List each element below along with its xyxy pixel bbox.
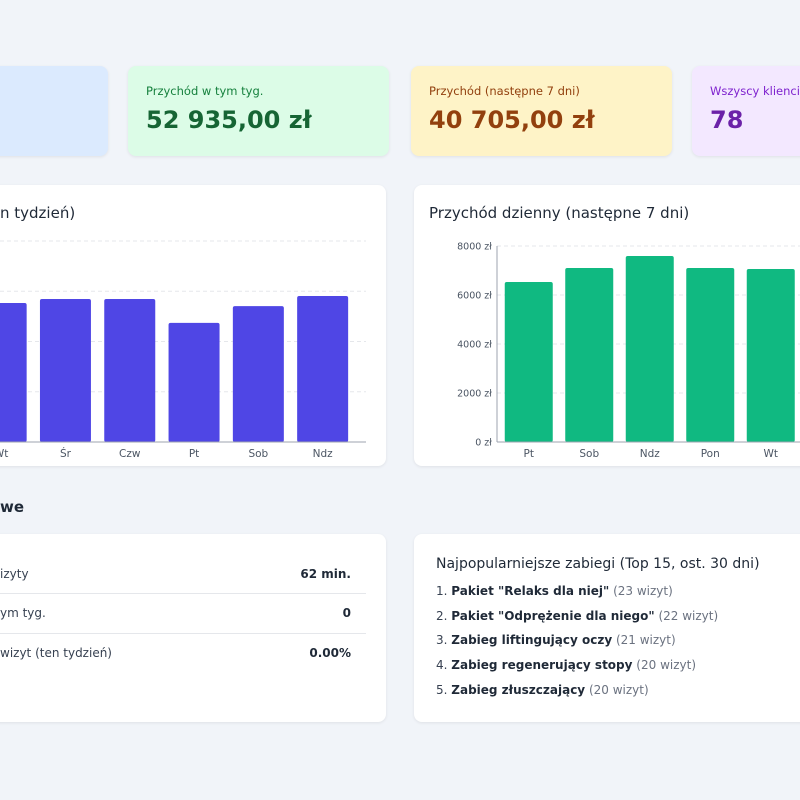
popular-title: Najpopularniejsze zabiegi (Top 15, ost. … (436, 556, 760, 572)
y-tick-label: 4000 zł (457, 340, 492, 351)
row-label: wizyt (ten tydzień) (0, 646, 112, 660)
bar (297, 296, 349, 442)
stat-label: Przychód w tym tyg. (146, 84, 264, 98)
popular-list: Pakiet "Relaks dla niej" (23 wizyt)Pakie… (436, 584, 718, 707)
x-tick-label: Sob (579, 448, 599, 460)
row-value: 0.00% (309, 646, 351, 660)
popular-item: Zabieg regenerujący stopy (20 wizyt) (436, 658, 718, 683)
stat-card: Przychód w tym tyg. 52 935,00 zł (128, 66, 389, 156)
stat-label: Wszyscy klienci (710, 84, 800, 98)
chart-title: Przychód dzienny (następne 7 dni) (429, 204, 689, 222)
x-tick-label: Sob (248, 448, 268, 460)
stat-card (0, 66, 108, 156)
bar (104, 299, 156, 442)
stat-value: 78 (710, 106, 744, 134)
x-tick-label: Wt (0, 448, 8, 460)
popular-item: Zabieg złuszczający (20 wizyt) (436, 683, 718, 708)
stat-label: Przychód (następne 7 dni) (429, 84, 580, 98)
y-tick-label: 2000 zł (457, 389, 492, 400)
x-tick-label: Ndz (313, 448, 334, 460)
stat-value: 40 705,00 zł (429, 106, 595, 134)
row-divider (0, 633, 366, 634)
bar (686, 268, 735, 442)
item-count: (22 wizyt) (658, 608, 719, 623)
popular-item: Pakiet "Relaks dla niej" (23 wizyt) (436, 584, 718, 609)
item-count: (21 wizyt) (615, 633, 676, 648)
bar (504, 282, 553, 442)
row-value: 62 min. (300, 567, 351, 581)
row-label: izyty (0, 567, 29, 581)
item-count: (23 wizyt) (613, 584, 673, 598)
x-tick-label: Pt (189, 448, 199, 460)
item-count: (20 wizyt) (636, 658, 696, 673)
popular-item: Zabieg liftingujący oczy (21 wizyt) (436, 633, 718, 658)
y-tick-label: 0 zł (475, 438, 492, 449)
x-tick-label: Pon (701, 448, 720, 460)
item-name: Zabieg złuszczający (451, 682, 586, 697)
bar (39, 299, 91, 442)
item-count: (20 wizyt) (588, 682, 649, 697)
y-tick-label: 6000 zł (457, 291, 492, 302)
summary-card (0, 534, 386, 722)
popular-card (414, 534, 800, 722)
stat-card: Przychód (następne 7 dni) 40 705,00 zł (411, 66, 672, 156)
stat-card: Wszyscy klienci 78 (692, 66, 800, 156)
x-tick-label: Ndz (640, 448, 661, 460)
popular-item: Pakiet "Odprężenie dla niego" (22 wizyt) (436, 609, 718, 634)
x-tick-label: Czw (119, 448, 141, 460)
bar (168, 322, 220, 442)
row-divider (0, 593, 366, 594)
item-name: Zabieg regenerujący stopy (451, 658, 633, 673)
row-value: 0 (342, 606, 351, 620)
bar (746, 269, 795, 442)
x-tick-label: Śr (60, 447, 72, 460)
chart-title: n tydzień) (0, 204, 75, 222)
y-tick-label: 8000 zł (457, 242, 492, 253)
bar (625, 256, 674, 442)
bar (0, 303, 27, 442)
stat-value: 52 935,00 zł (146, 106, 312, 134)
item-name: Zabieg liftingujący oczy (451, 633, 613, 648)
x-tick-label: Wt (764, 448, 779, 460)
bar (565, 268, 614, 442)
item-name: Pakiet "Relaks dla niej" (451, 584, 610, 598)
section-title: we (0, 498, 25, 516)
bar (232, 306, 284, 442)
row-label: ym tyg. (0, 606, 46, 620)
item-name: Pakiet "Odprężenie dla niego" (451, 608, 655, 623)
x-tick-label: Pt (524, 448, 534, 460)
